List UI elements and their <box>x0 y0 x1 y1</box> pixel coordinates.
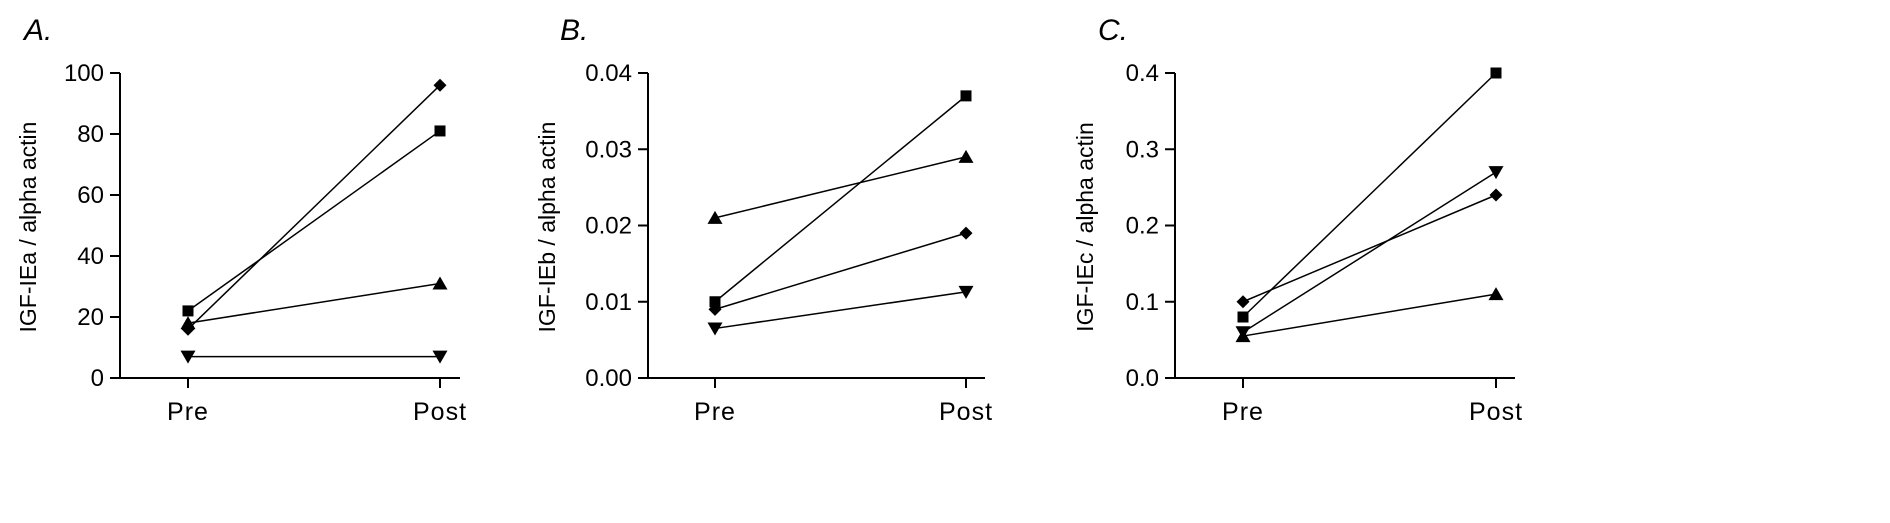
panel-a: A. IGF-IEa / alpha actin 0 20 40 60 80 100 Pre… <box>15 14 467 426</box>
panel-b-y-tick-label: 0.03 <box>585 136 632 163</box>
panel-a-series-1-point <box>434 125 446 137</box>
panel-b-x-category-label: Pre <box>694 398 736 426</box>
panel-c-series-0-point <box>1237 311 1249 323</box>
panel-c-series-3-point <box>1488 287 1504 301</box>
panel-a-series-2-line <box>187 282 441 324</box>
panel-c-y-tick-label: 0.3 <box>1126 136 1159 163</box>
panel-c: C. IGF-IEc / alpha actin 0.0 0.1 0.2 0.3 0.4… <box>1072 14 1523 426</box>
panel-a-series-2-point <box>432 276 448 290</box>
panel-c-series-1-point <box>1488 166 1504 180</box>
panel-b-y-tick-label: 0.00 <box>585 365 632 392</box>
panel-b-letter: B. <box>560 14 588 47</box>
panel-b-series-1-line <box>714 95 967 303</box>
panel-c-x-category-label: Post <box>1469 398 1523 426</box>
panel-b-y-tick-label: 0.01 <box>585 289 632 316</box>
panel-b: B. IGF-IEb / alpha actin 0.00 0.01 0.02 0.0… <box>534 14 993 426</box>
panel-b-series-1-point <box>960 90 972 102</box>
panel-c-y-tick-label: 0.0 <box>1126 365 1159 392</box>
panel-a-y-tick-label: 60 <box>77 182 104 209</box>
panel-b-series-1-point <box>709 296 721 308</box>
panel-c-series-1-line <box>1242 171 1497 333</box>
panel-c-series-2-line <box>1242 194 1497 303</box>
panel-b-y-tick-label: 0.04 <box>585 60 632 87</box>
panel-b-series-0-line <box>714 156 967 219</box>
panel-a-x-category-label: Pre <box>167 398 209 426</box>
panel-a-series-2-point <box>180 316 196 330</box>
panel-a-series-1-line <box>187 130 441 312</box>
panel-a-y-tick-label: 80 <box>77 121 104 148</box>
panel-c-series-0-point <box>1490 67 1502 79</box>
panel-b-y-axis-label: IGF-IEb / alpha actin <box>534 122 560 333</box>
panel-a-series-0-point <box>433 78 447 92</box>
panel-b-series-2-point <box>959 226 973 240</box>
panel-c-series-3-point <box>1235 329 1251 343</box>
panel-b-series-3-point <box>958 285 974 299</box>
panel-c-series-3-line <box>1242 293 1497 337</box>
panel-a-series-3-point <box>180 350 196 364</box>
panel-a-y-tick-label: 20 <box>77 304 104 331</box>
panel-a-letter: A. <box>22 14 52 47</box>
panel-c-series-2-point <box>1236 295 1250 309</box>
panel-c-y-tick-label: 0.2 <box>1126 213 1159 240</box>
panel-c-y-axis-label: IGF-IEc / alpha actin <box>1072 122 1098 332</box>
panel-a-series-3-point <box>432 350 448 364</box>
panel-b-y-tick-label: 0.02 <box>585 213 632 240</box>
panel-a-series-1-point <box>182 305 194 317</box>
panel-b-x-category-label: Post <box>939 398 993 426</box>
panel-c-series-0-line <box>1242 72 1497 318</box>
panel-b-series-3-line <box>714 291 967 330</box>
panel-c-series-2-point <box>1489 188 1503 202</box>
panel-a-x-category-label: Post <box>413 398 467 426</box>
panel-c-y-tick-label: 0.1 <box>1126 289 1159 316</box>
panel-a-y-tick-label: 40 <box>77 243 104 270</box>
panel-a-y-axis-label: IGF-IEa / alpha actin <box>15 122 41 333</box>
panel-b-series-2-line <box>714 232 967 311</box>
panel-a-y-tick-label: 0 <box>91 365 104 392</box>
panel-a-y-tick-label: 100 <box>64 60 104 87</box>
panel-a-series-0-line <box>187 84 441 330</box>
panel-b-series-3-point <box>707 322 723 336</box>
panel-c-x-category-label: Pre <box>1222 398 1264 426</box>
panel-b-series-0-point <box>707 210 723 224</box>
panel-c-letter: C. <box>1098 14 1128 47</box>
panel-b-series-2-point <box>708 302 722 316</box>
panel-c-y-tick-label: 0.4 <box>1126 60 1159 87</box>
panel-b-series-0-point <box>958 149 974 163</box>
